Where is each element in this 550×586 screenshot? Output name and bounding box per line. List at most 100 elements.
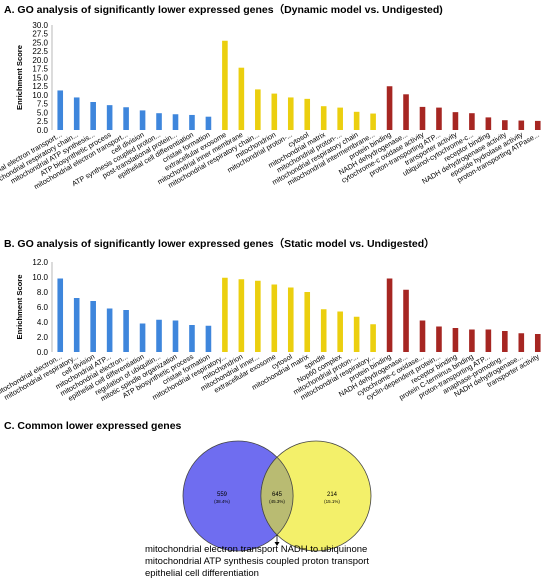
bar (205, 325, 212, 352)
bar (452, 112, 459, 130)
bar (139, 110, 146, 130)
bar (255, 280, 261, 352)
bar (255, 89, 261, 130)
bar (123, 107, 129, 130)
y-axis-label: Enrichment Score (15, 275, 24, 340)
chart-a: 0.02.55.07.510.012.515.017.520.022.525.0… (0, 21, 541, 191)
y-tick-label: 22.5 (32, 47, 48, 56)
bar (502, 331, 508, 352)
bar (502, 120, 508, 130)
bar (156, 113, 162, 130)
bar (469, 329, 475, 352)
bar (386, 86, 393, 130)
bar (172, 114, 179, 130)
venn-arrow-head (274, 542, 280, 546)
y-tick-label: 27.5 (32, 30, 48, 39)
venn-left-pct: (38.4%) (214, 499, 230, 504)
bar (518, 120, 525, 130)
y-tick-label: 8.0 (37, 288, 49, 297)
bar (90, 102, 96, 130)
bar (419, 106, 426, 130)
bar (370, 113, 376, 130)
bar (518, 333, 525, 352)
bar (304, 98, 311, 130)
y-tick-label: 15.0 (32, 73, 48, 82)
y-tick-label: 0.0 (37, 126, 49, 135)
y-tick-label: 12.5 (32, 82, 48, 91)
bar (534, 334, 541, 352)
bar (90, 301, 96, 352)
venn-overlap (260, 456, 294, 536)
panel-c-title: C. Common lower expressed genes (4, 420, 182, 432)
bar (238, 279, 245, 352)
bar (485, 329, 492, 352)
bar (123, 310, 129, 352)
bar (485, 117, 492, 130)
bar (403, 289, 409, 352)
bar (353, 316, 360, 352)
y-tick-label: 0.0 (37, 348, 49, 357)
common-gene-line: mitochondrial electron transport NADH to… (145, 544, 368, 555)
y-tick-label: 2.5 (37, 117, 49, 126)
common-gene-list: mitochondrial electron transport NADH to… (145, 544, 369, 580)
y-tick-label: 7.5 (37, 100, 49, 109)
bar (534, 120, 541, 130)
y-tick-label: 10.0 (32, 91, 48, 100)
venn-left-count: 559 (217, 492, 228, 498)
bar (337, 311, 343, 352)
bar (106, 308, 113, 352)
y-tick-label: 5.0 (37, 108, 49, 117)
bar (57, 90, 64, 130)
y-tick-label: 12.0 (32, 258, 48, 267)
common-gene-line: mitochondrial ATP synthesis coupled prot… (145, 556, 370, 567)
y-tick-label: 17.5 (32, 65, 48, 74)
bar (189, 114, 195, 130)
common-gene-line: epithelial cell differentiation (145, 568, 259, 579)
y-tick-label: 4.0 (37, 318, 49, 327)
venn-overlap-count: 645 (272, 492, 283, 498)
bar (452, 328, 459, 352)
panel-b-title: B. GO analysis of significantly lower ex… (4, 238, 435, 250)
bar (403, 94, 409, 130)
y-tick-label: 20.0 (32, 56, 48, 65)
venn-right-pct: (15.1%) (324, 499, 340, 504)
y-axis-label: Enrichment Score (15, 45, 24, 110)
bar (320, 309, 327, 352)
bar (172, 320, 179, 352)
bar (436, 326, 442, 352)
bar (271, 284, 278, 352)
venn-right-count: 214 (327, 492, 338, 498)
y-tick-label: 30.0 (32, 21, 48, 30)
bar (271, 93, 278, 130)
bar (73, 298, 80, 352)
y-tick-label: 25.0 (32, 38, 48, 47)
bar (419, 320, 426, 352)
bar (156, 319, 162, 352)
panel-a-title: A. GO analysis of significantly lower ex… (4, 4, 443, 16)
y-tick-label: 2.0 (37, 333, 49, 342)
bar (469, 113, 475, 130)
bar (287, 97, 294, 130)
venn-diagram: 559 (38.4%) 645 (45.3%) 214 (15.1%) (182, 440, 372, 552)
bar (205, 116, 212, 130)
y-tick-label: 10.0 (32, 273, 48, 282)
y-tick-label: 6.0 (37, 303, 49, 312)
bar (320, 106, 327, 130)
bar (370, 324, 376, 352)
bar (386, 278, 393, 352)
bar (222, 40, 228, 130)
bar (57, 278, 64, 352)
bar (353, 111, 360, 130)
bar (238, 67, 245, 130)
bar (106, 105, 113, 130)
bar (436, 107, 442, 130)
bar (73, 97, 80, 130)
bar (139, 323, 146, 352)
bar (189, 325, 195, 352)
bar (287, 287, 294, 352)
bar (337, 107, 343, 130)
bar (304, 292, 311, 352)
bar (222, 277, 228, 352)
venn-overlap-pct: (45.3%) (269, 499, 285, 504)
